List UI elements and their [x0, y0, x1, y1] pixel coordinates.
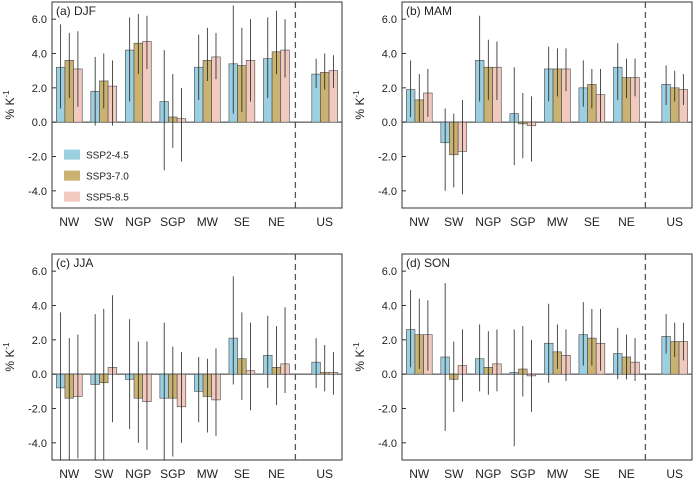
x-tick-label: NGP: [125, 215, 151, 229]
plot-frame: [401, 253, 693, 461]
y-axis-label: % K-1: [352, 342, 367, 372]
x-tick-label: NGP: [475, 215, 501, 229]
y-tick-label: 6.0: [382, 266, 397, 278]
legend-swatch: [64, 170, 80, 181]
panel-4: (d) SON -4.0 -2.0 0.0 2.0 4.0 6.0 % K-1 NW SW NGP S…: [352, 253, 693, 481]
x-tick-label: US: [316, 215, 333, 229]
x-tick-label: SE: [584, 215, 600, 229]
plot-frame: [51, 253, 343, 461]
panel-title: (b) MAM: [406, 4, 452, 18]
y-axis-label-superscript: -1: [2, 90, 11, 98]
x-tick-label: MW: [547, 467, 569, 481]
x-tick-label: MW: [197, 215, 219, 229]
x-tick-label: NGP: [475, 467, 501, 481]
y-axis-label-main: % K: [353, 350, 367, 372]
y-tick-label: -4.0: [378, 438, 397, 450]
x-tick-label: NE: [268, 467, 285, 481]
y-tick-label: -4.0: [28, 438, 47, 450]
x-tick-label: US: [666, 467, 683, 481]
y-tick-label: -2.0: [378, 404, 397, 416]
y-tick-label: 2.0: [382, 83, 397, 95]
y-axis-label-superscript: -1: [2, 342, 11, 350]
y-axis-label: % K-1: [352, 90, 367, 120]
panel-3: (c) JJA -4.0 -2.0 0.0 2.0 4.0 6.0 % K-1 NW SW NGP S…: [2, 253, 343, 481]
y-tick-label: 6.0: [32, 266, 47, 278]
x-tick-label: NE: [618, 467, 635, 481]
y-tick-label: -2.0: [28, 152, 47, 164]
y-axis-label-superscript: -1: [352, 90, 361, 98]
x-tick-label: SE: [234, 467, 250, 481]
x-tick-label: NW: [409, 467, 430, 481]
x-tick-label: US: [666, 215, 683, 229]
y-tick-label: 0.0: [32, 369, 47, 381]
legend-swatch: [64, 149, 80, 160]
x-tick-label: NGP: [125, 467, 151, 481]
x-tick-label: SW: [94, 467, 114, 481]
x-tick-label: SW: [444, 215, 464, 229]
x-tick-label: SW: [94, 215, 114, 229]
x-tick-label: US: [316, 467, 333, 481]
legend-swatch: [64, 191, 80, 202]
y-axis-label-main: % K: [3, 98, 17, 120]
y-tick-label: 4.0: [382, 49, 397, 61]
x-tick-label: NW: [59, 467, 80, 481]
x-tick-label: SGP: [160, 215, 185, 229]
y-tick-label: 4.0: [32, 301, 47, 313]
legend-label: SSP3-7.0: [86, 172, 129, 183]
y-axis-label-main: % K: [3, 350, 17, 372]
panel-2: (b) MAM -4.0 -2.0 0.0 2.0 4.0 6.0 % K-1 NW SW NGP S…: [352, 1, 693, 229]
y-tick-label: -4.0: [378, 186, 397, 198]
x-tick-label: NE: [618, 215, 635, 229]
legend-label: SSP5-8.5: [86, 193, 129, 204]
x-tick-label: SGP: [160, 467, 185, 481]
x-tick-label: NE: [268, 215, 285, 229]
y-tick-label: -2.0: [28, 404, 47, 416]
y-tick-label: 2.0: [32, 335, 47, 347]
y-axis-label: % K-1: [2, 342, 17, 372]
x-tick-label: MW: [547, 215, 569, 229]
y-axis-label-superscript: -1: [352, 342, 361, 350]
x-tick-label: SE: [234, 215, 250, 229]
x-tick-label: NW: [409, 215, 430, 229]
y-tick-label: 4.0: [382, 301, 397, 313]
y-tick-label: -2.0: [378, 152, 397, 164]
plot-frame: [401, 1, 693, 209]
x-tick-label: SW: [444, 467, 464, 481]
panel-title: (d) SON: [406, 256, 450, 270]
panel-title: (a) DJF: [56, 4, 96, 18]
plot-frame: [51, 1, 343, 209]
x-tick-label: NW: [59, 215, 80, 229]
y-tick-label: 6.0: [382, 14, 397, 26]
panel-1: (a) DJF -4.0 -2.0 0.0 2.0 4.0 6.0 % K-1 NW SW NGP S…: [2, 1, 343, 229]
x-tick-label: SGP: [510, 467, 535, 481]
panel-title: (c) JJA: [56, 256, 93, 270]
y-tick-label: 0.0: [32, 117, 47, 129]
y-tick-label: -4.0: [28, 186, 47, 198]
legend: SSP2-4.5 SSP3-7.0 SSP5-8.5: [64, 149, 129, 204]
y-axis-label: % K-1: [2, 90, 17, 120]
x-tick-label: SE: [584, 467, 600, 481]
x-tick-label: SGP: [510, 215, 535, 229]
x-tick-label: MW: [197, 467, 219, 481]
y-tick-label: 0.0: [382, 117, 397, 129]
y-tick-label: 0.0: [382, 369, 397, 381]
y-tick-label: 6.0: [32, 14, 47, 26]
y-tick-label: 4.0: [32, 49, 47, 61]
legend-label: SSP2-4.5: [86, 151, 129, 162]
y-tick-label: 2.0: [32, 83, 47, 95]
y-axis-label-main: % K: [353, 98, 367, 120]
y-tick-label: 2.0: [382, 335, 397, 347]
